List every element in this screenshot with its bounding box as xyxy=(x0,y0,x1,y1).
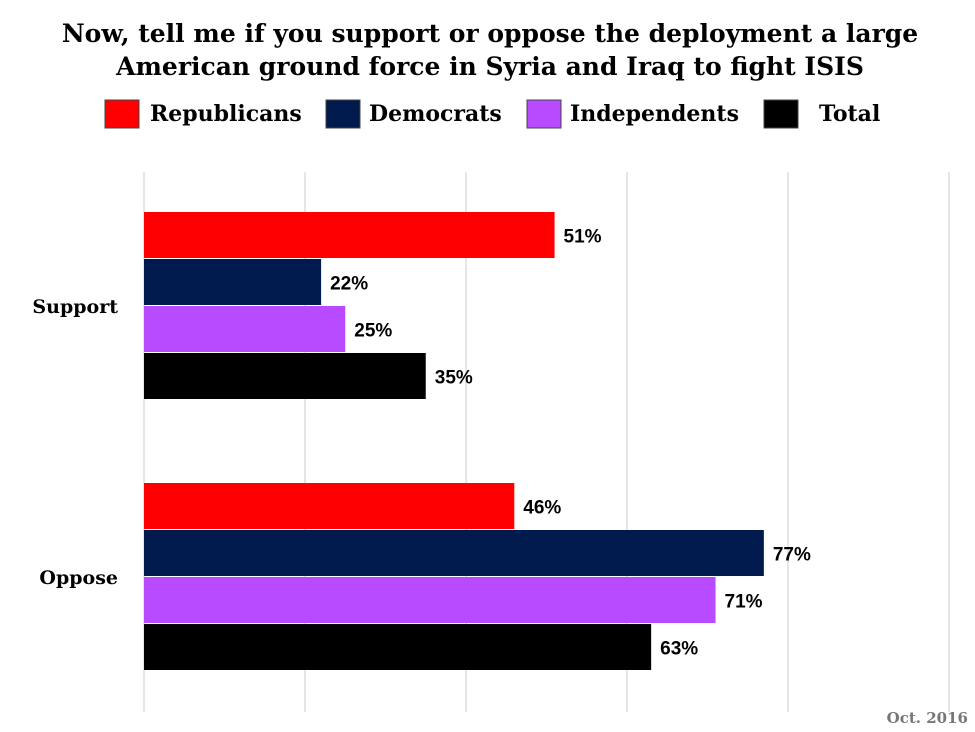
legend-swatch-democrats xyxy=(325,99,361,129)
chart-title: Now, tell me if you support or oppose th… xyxy=(62,19,918,81)
value-label-oppose-independents: 71% xyxy=(725,592,763,613)
legend-label-independents: Independents xyxy=(570,101,739,127)
category-label-oppose: Oppose xyxy=(39,567,118,589)
category-label-support: Support xyxy=(32,296,118,318)
bars xyxy=(144,212,764,670)
legend-swatch-independents xyxy=(526,99,562,129)
bar-support-independents xyxy=(144,306,346,352)
value-label-oppose-republicans: 46% xyxy=(523,498,561,519)
legend-swatch-total xyxy=(763,99,799,129)
chart-title-line-2: American ground force in Syria and Iraq … xyxy=(115,52,864,81)
value-label-oppose-total: 63% xyxy=(660,639,698,660)
bar-oppose-total xyxy=(144,624,652,670)
value-label-support-independents: 25% xyxy=(354,321,392,342)
legend-label-republicans: Republicans xyxy=(150,101,302,127)
value-label-oppose-democrats: 77% xyxy=(773,545,811,566)
legend: Republicans Democrats Independents Total xyxy=(104,99,880,129)
bar-support-democrats xyxy=(144,259,322,305)
value-labels: 51% 22% 25% 35% 46% 77% 71% 63% xyxy=(330,227,811,660)
bar-oppose-independents xyxy=(144,577,716,623)
bar-support-total xyxy=(144,353,426,399)
bar-support-republicans xyxy=(144,212,555,258)
value-label-support-total: 35% xyxy=(435,368,473,389)
category-labels: Support Oppose xyxy=(32,296,118,589)
footnote: Oct. 2016 xyxy=(887,709,968,727)
legend-label-total: Total xyxy=(819,101,880,127)
bar-oppose-republicans xyxy=(144,483,515,529)
value-label-support-democrats: 22% xyxy=(330,274,368,295)
chart-title-line-1: Now, tell me if you support or oppose th… xyxy=(62,19,918,48)
legend-swatch-republicans xyxy=(104,99,140,129)
value-label-support-republicans: 51% xyxy=(564,227,602,248)
legend-label-democrats: Democrats xyxy=(369,101,502,127)
bar-oppose-democrats xyxy=(144,530,764,576)
